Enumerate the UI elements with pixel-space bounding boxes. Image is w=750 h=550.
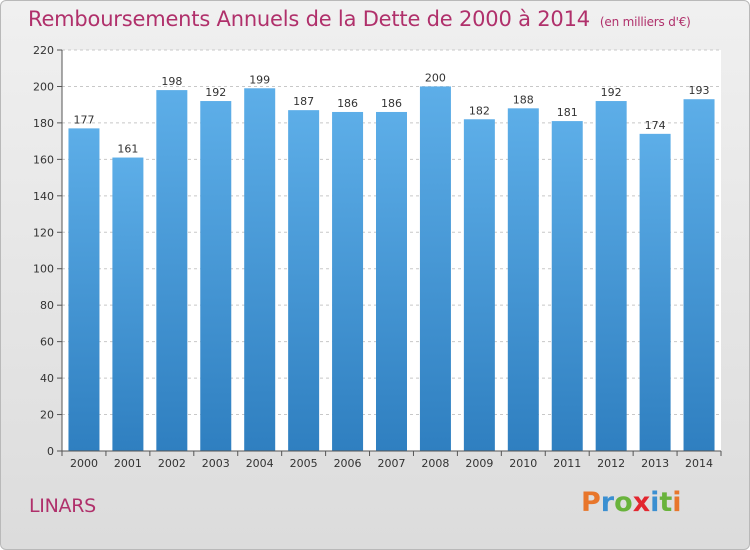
data-label: 177	[73, 113, 94, 126]
data-label: 182	[469, 104, 490, 117]
y-tick-label: 40	[40, 372, 54, 385]
data-label: 198	[161, 75, 182, 88]
x-tick-label: 2009	[465, 457, 493, 470]
x-tick-label: 2013	[641, 457, 669, 470]
bar	[507, 108, 539, 451]
x-tick-label: 2014	[685, 457, 713, 470]
data-label: 199	[249, 73, 270, 86]
y-tick-label: 200	[33, 80, 54, 93]
logo-letter: t	[659, 487, 673, 518]
data-label: 187	[293, 95, 314, 108]
y-tick-label: 100	[33, 263, 54, 276]
bar	[376, 111, 407, 452]
bar	[156, 90, 188, 451]
bar	[200, 101, 232, 451]
data-label: 186	[337, 97, 358, 110]
x-tick-label: 2001	[114, 457, 142, 470]
y-tick-label: 220	[33, 44, 54, 57]
data-label: 174	[645, 119, 666, 132]
x-tick-label: 2012	[597, 457, 625, 470]
bar	[288, 110, 320, 452]
bar	[551, 121, 583, 451]
y-tick-label: 120	[33, 226, 54, 239]
data-label: 192	[601, 86, 622, 99]
logo-letter: i	[672, 487, 682, 518]
y-tick-label: 160	[33, 153, 54, 166]
y-tick-label: 60	[40, 336, 54, 349]
bar	[639, 133, 671, 451]
chart-title-text: Remboursements Annuels de la Dette de 20…	[28, 7, 590, 31]
logo-letter: r	[600, 487, 615, 518]
x-tick-label: 2002	[158, 457, 186, 470]
x-tick-label: 2005	[290, 457, 318, 470]
logo-letter: P	[581, 487, 601, 518]
bar	[683, 99, 715, 452]
logo-letter: o	[614, 487, 633, 518]
unit-note: (en milliers d'€)	[599, 15, 691, 29]
data-label: 188	[513, 93, 534, 106]
bar	[595, 101, 627, 451]
x-tick-label: 2010	[509, 457, 537, 470]
x-tick-label: 2007	[378, 457, 406, 470]
x-tick-label: 2004	[246, 457, 274, 470]
bar	[68, 128, 100, 452]
x-tick-label: 2006	[334, 457, 362, 470]
y-tick-label: 20	[40, 409, 54, 422]
logo-letter: i	[650, 487, 660, 518]
x-tick-label: 2011	[553, 457, 581, 470]
data-label: 181	[557, 106, 578, 119]
bar	[112, 157, 144, 452]
x-tick-label: 2008	[421, 457, 449, 470]
x-tick-label: 2003	[202, 457, 230, 470]
data-label: 200	[425, 71, 446, 84]
bar	[332, 111, 364, 452]
y-tick-label: 80	[40, 299, 54, 312]
bar	[419, 86, 451, 452]
data-label: 161	[117, 143, 138, 156]
data-label: 186	[381, 97, 402, 110]
data-label: 193	[689, 84, 710, 97]
data-label: 192	[205, 86, 226, 99]
bar	[463, 119, 495, 451]
y-tick-label: 140	[33, 190, 54, 203]
bar	[244, 88, 276, 451]
y-tick-label: 0	[47, 445, 54, 458]
commune-name: LINARS	[29, 495, 96, 517]
proxiti-logo: Proxiti	[581, 487, 682, 518]
x-tick-label: 2000	[70, 457, 98, 470]
logo-letter: x	[632, 487, 651, 518]
y-tick-label: 180	[33, 117, 54, 130]
chart-title: Remboursements Annuels de la Dette de 20…	[28, 7, 691, 31]
